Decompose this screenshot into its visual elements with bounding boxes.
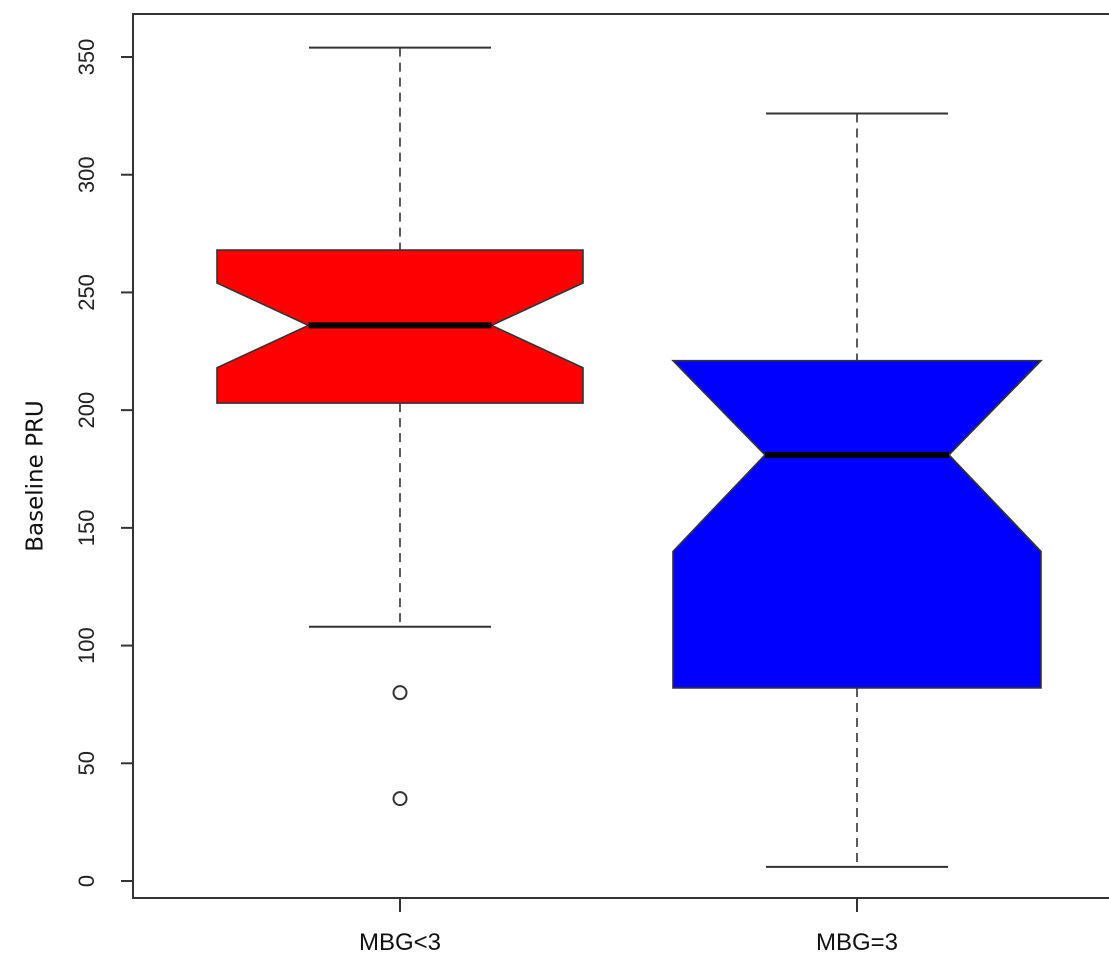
- y-tick-label: 200: [74, 392, 99, 429]
- y-tick-label: 100: [74, 627, 99, 664]
- x-tick-label: MBG<3: [359, 929, 441, 956]
- y-tick-label: 0: [74, 875, 99, 887]
- y-tick-label: 350: [74, 39, 99, 76]
- x-tick-label: MBG=3: [816, 929, 898, 956]
- plot-frame: [132, 13, 1109, 899]
- y-tick-label: 150: [74, 509, 99, 546]
- y-tick-label: 250: [74, 274, 99, 311]
- y-tick-label: 50: [74, 751, 99, 775]
- y-tick-label: 300: [74, 156, 99, 193]
- box-body: [671, 359, 1043, 689]
- y-axis-label: Baseline PRU: [23, 400, 49, 552]
- outlier-point: [392, 791, 408, 807]
- outlier-point: [392, 685, 408, 701]
